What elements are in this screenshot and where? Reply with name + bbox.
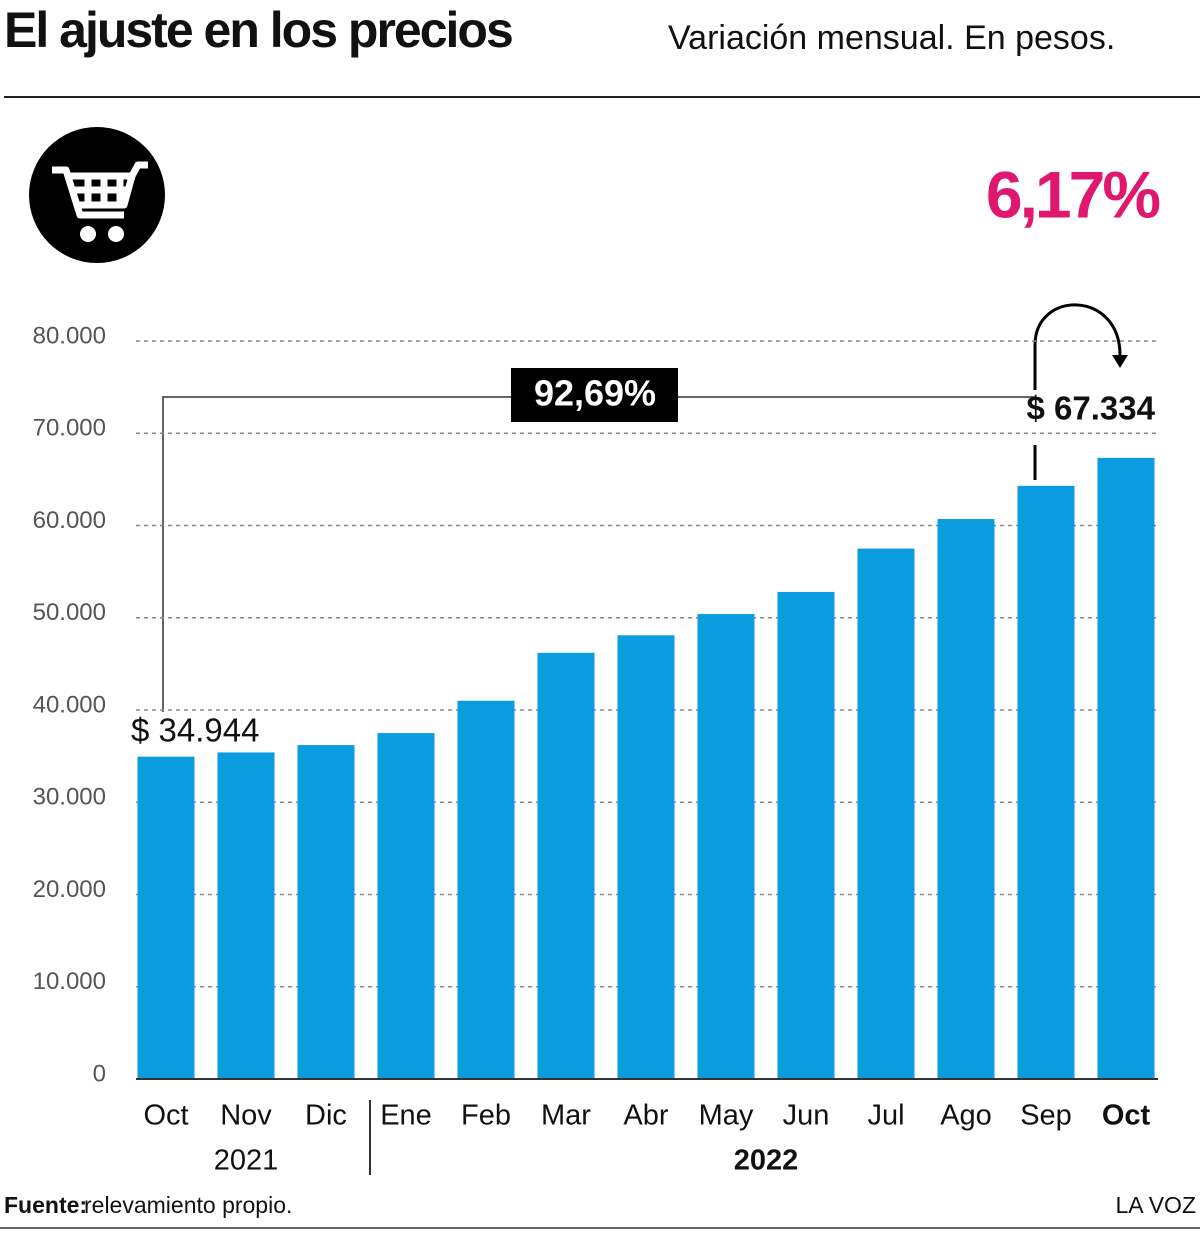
brand: LA VOZ <box>1115 1192 1196 1218</box>
bar <box>937 519 995 1079</box>
x-tick-label: Oct <box>1102 1100 1151 1132</box>
bar <box>297 745 355 1079</box>
year-label: 2021 <box>214 1145 279 1177</box>
cart-icon <box>29 127 165 263</box>
x-tick-label: Oct <box>143 1100 188 1132</box>
bar <box>1097 457 1155 1079</box>
bar <box>697 614 755 1079</box>
y-tick-label: 50.000 <box>33 599 106 626</box>
x-tick-label: Jun <box>783 1100 830 1132</box>
y-tick-label: 20.000 <box>33 876 106 903</box>
y-tick-label: 0 <box>93 1060 106 1087</box>
bar <box>617 635 675 1079</box>
y-tick-label: 80.000 <box>33 322 106 349</box>
source-label: Fuente: <box>4 1192 87 1218</box>
bar <box>857 548 915 1079</box>
y-tick-label: 40.000 <box>33 691 106 718</box>
bar <box>137 756 195 1079</box>
bar <box>777 591 835 1079</box>
x-tick-label: Mar <box>541 1100 591 1132</box>
x-tick-label: Abr <box>623 1100 668 1132</box>
x-tick-label: May <box>699 1100 754 1132</box>
year-label: 2022 <box>734 1145 799 1177</box>
growth-annotation: 92,69% <box>162 303 1128 712</box>
x-tick-label: Ene <box>380 1100 432 1132</box>
x-tick-label: Jul <box>867 1100 904 1132</box>
chart-title: El ajuste en los precios <box>4 2 512 58</box>
x-tick-label: Dic <box>305 1100 347 1132</box>
source-text: relevamiento propio. <box>84 1192 292 1218</box>
value-label: $ 67.334 <box>1027 390 1156 427</box>
bar <box>217 752 275 1079</box>
y-tick-label: 70.000 <box>33 415 106 442</box>
bar <box>537 652 595 1079</box>
chart-subtitle: Variación mensual. En pesos. <box>668 19 1115 57</box>
x-tick-label: Ago <box>940 1100 992 1132</box>
bar <box>457 700 515 1079</box>
x-tick-label: Feb <box>461 1100 511 1132</box>
highlight-value: 6,17% <box>986 157 1159 231</box>
annotation-label: 92,69% <box>534 373 656 414</box>
y-tick-label: 30.000 <box>33 784 106 811</box>
value-label: $ 34.944 <box>131 712 259 749</box>
bar <box>1017 485 1075 1079</box>
y-tick-label: 10.000 <box>33 968 106 995</box>
bar <box>377 733 435 1079</box>
x-tick-label: Sep <box>1020 1100 1072 1132</box>
x-tick-label: Nov <box>220 1100 272 1132</box>
y-tick-label: 60.000 <box>33 507 106 534</box>
